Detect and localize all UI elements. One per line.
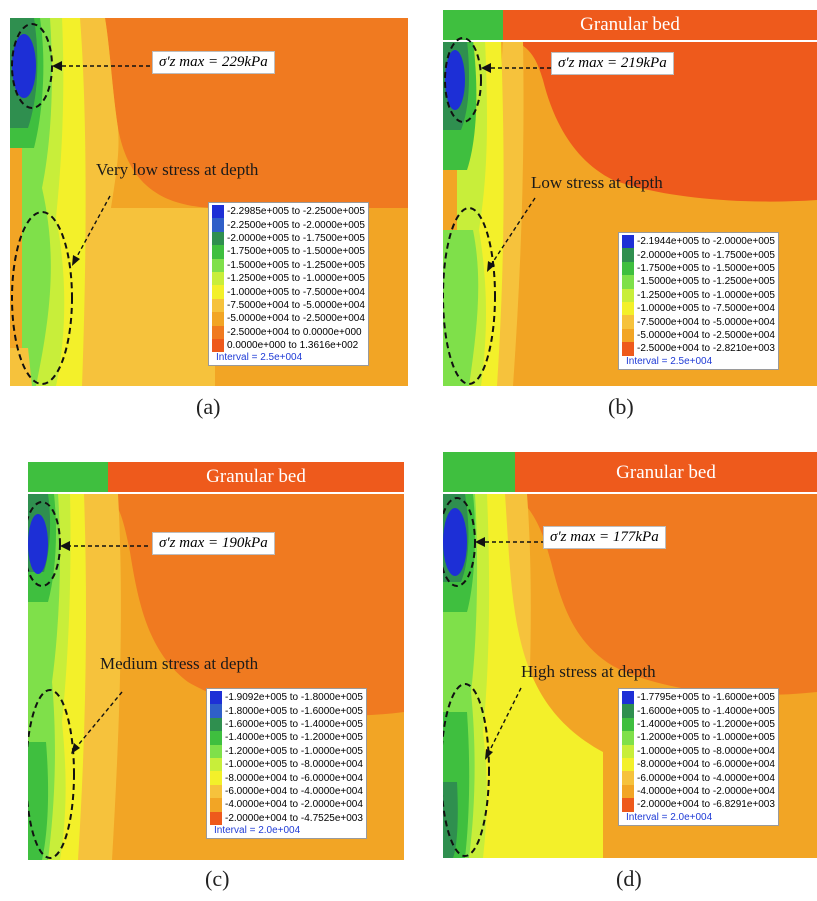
caption-a: (a) [196, 394, 221, 419]
legend-row: -1.2000e+005 to -1.0000e+005 [210, 744, 363, 758]
stress-note-a: Very low stress at depth [96, 160, 259, 179]
legend-a: -2.2985e+005 to -2.2500e+005 -2.2500e+00… [208, 202, 369, 367]
legend-row: -1.7795e+005 to -1.6000e+005 [622, 691, 775, 705]
legend-row: -5.0000e+004 to -2.5000e+004 [622, 328, 775, 343]
stress-note-d: High stress at depth [521, 662, 656, 681]
legend-row: -7.5000e+004 to -5.0000e+004 [212, 298, 365, 313]
caption-d: (d) [616, 866, 642, 891]
legend-row: -1.5000e+005 to -1.2500e+005 [622, 275, 775, 289]
legend-row: -1.0000e+005 to -7.5000e+004 [212, 285, 365, 299]
granular-bed-label-c: Granular bed [206, 466, 306, 487]
max-stress-label-c: σ′z max = 190kPa [152, 532, 275, 555]
legend-row: -1.4000e+005 to -1.2000e+005 [622, 717, 775, 732]
legend-b: -2.1944e+005 to -2.0000e+005 -2.0000e+00… [618, 232, 779, 370]
legend-interval: Interval = 2.5e+004 [626, 355, 713, 367]
legend-row: -2.0000e+005 to -1.7500e+005 [212, 231, 365, 246]
legend-row: -6.0000e+004 to -4.0000e+004 [210, 784, 363, 799]
legend-row: -1.5000e+005 to -1.2500e+005 [212, 258, 365, 272]
panel-a: σ′z max = 229kPa Very low stress at dept… [10, 18, 408, 386]
legend-row: -2.0000e+005 to -1.7500e+005 [622, 248, 775, 262]
panel-c: Granular bed σ′z max = 190kPa Medium str… [28, 462, 404, 860]
legend-row: -4.0000e+004 to -2.0000e+004 [622, 784, 775, 799]
legend-row: -2.2985e+005 to -2.2500e+005 [212, 205, 365, 219]
contour-plot-d [443, 452, 817, 858]
legend-row: 0.0000e+000 to 1.3616e+002 [212, 338, 365, 353]
legend-row: -1.6000e+005 to -1.4000e+005 [210, 717, 363, 732]
granular-bed-label-b: Granular bed [580, 14, 680, 35]
legend-interval: Interval = 2.5e+004 [216, 352, 303, 364]
legend-row: -8.0000e+004 to -6.0000e+004 [622, 757, 775, 772]
legend-row: -1.8000e+005 to -1.6000e+005 [210, 704, 363, 718]
legend-row: -1.0000e+005 to -8.0000e+004 [210, 757, 363, 772]
legend-interval: Interval = 2.0e+004 [626, 811, 713, 823]
stress-note-c: Medium stress at depth [100, 654, 259, 673]
legend-row: -2.1944e+005 to -2.0000e+005 [622, 235, 775, 249]
legend-row: -1.2500e+005 to -1.0000e+005 [212, 271, 365, 286]
legend-d: -1.7795e+005 to -1.6000e+005 -1.6000e+00… [618, 688, 779, 826]
legend-row: -1.2000e+005 to -1.0000e+005 [622, 731, 775, 745]
legend-interval: Interval = 2.0e+004 [214, 824, 301, 836]
legend-row: -2.5000e+004 to 0.0000e+000 [212, 325, 365, 339]
panel-d: Granular bed σ′z max = 177kPa High stres… [443, 452, 817, 858]
legend-c: -1.9092e+005 to -1.8000e+005 -1.8000e+00… [206, 688, 367, 839]
legend-row: -1.0000e+005 to -8.0000e+004 [622, 744, 775, 758]
legend-row: -1.4000e+005 to -1.2000e+005 [210, 731, 363, 745]
legend-row: -1.7500e+005 to -1.5000e+005 [622, 261, 775, 276]
legend-row: -1.6000e+005 to -1.4000e+005 [622, 704, 775, 718]
granular-bed-label-d: Granular bed [616, 462, 716, 483]
legend-row: -2.2500e+005 to -2.0000e+005 [212, 218, 365, 232]
legend-row: -1.2500e+005 to -1.0000e+005 [622, 288, 775, 302]
legend-row: -1.9092e+005 to -1.8000e+005 [210, 691, 363, 705]
legend-row: -6.0000e+004 to -4.0000e+004 [622, 771, 775, 785]
legend-row: -8.0000e+004 to -6.0000e+004 [210, 771, 363, 785]
legend-row: -5.0000e+004 to -2.5000e+004 [212, 312, 365, 326]
panel-b: Granular bed σ′z max = 219kPa Low stress… [443, 10, 817, 386]
legend-row: -1.7500e+005 to -1.5000e+005 [212, 245, 365, 259]
legend-row: -7.5000e+004 to -5.0000e+004 [622, 315, 775, 329]
caption-b: (b) [608, 394, 634, 419]
max-stress-label-a: σ′z max = 229kPa [152, 51, 275, 74]
legend-row: -1.0000e+005 to -7.5000e+004 [622, 301, 775, 316]
legend-row: -2.5000e+004 to -2.8210e+003 [622, 342, 775, 356]
legend-row: -2.0000e+004 to -4.7525e+003 [210, 811, 363, 825]
stress-note-b: Low stress at depth [531, 173, 663, 192]
caption-c: (c) [205, 866, 230, 891]
max-stress-label-b: σ′z max = 219kPa [551, 52, 674, 75]
legend-row: -4.0000e+004 to -2.0000e+004 [210, 798, 363, 812]
max-stress-label-d: σ′z max = 177kPa [543, 526, 666, 549]
legend-row: -2.0000e+004 to -6.8291e+003 [622, 798, 775, 812]
